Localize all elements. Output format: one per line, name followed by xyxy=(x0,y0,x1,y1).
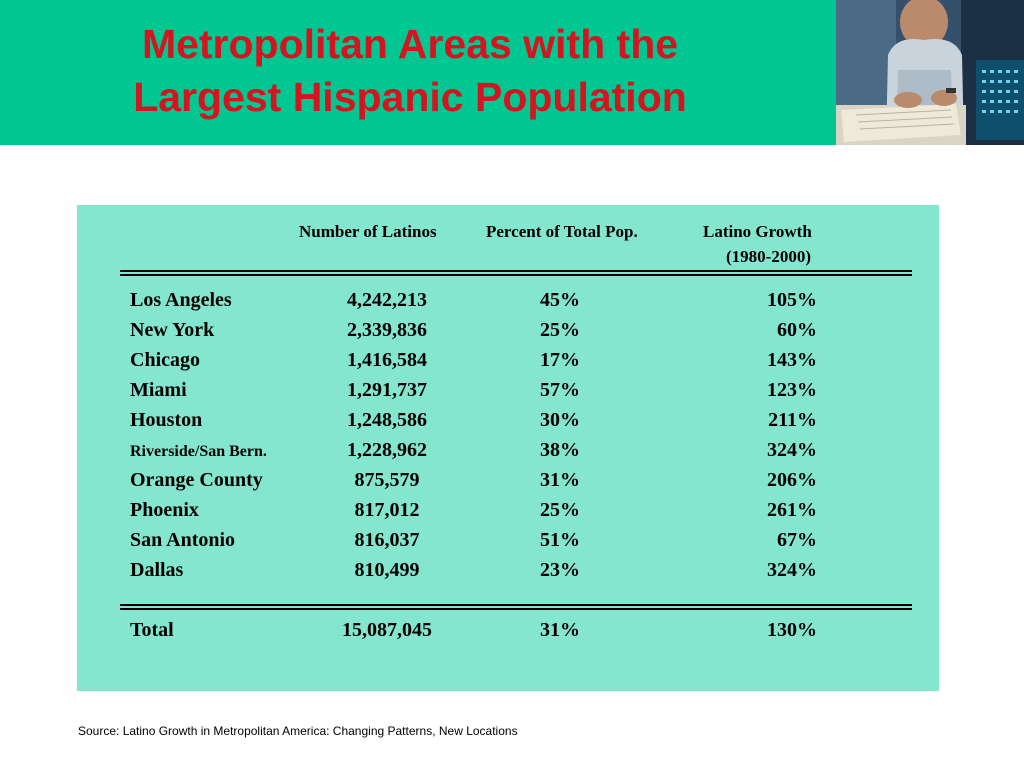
city-name: Los Angeles xyxy=(130,289,232,311)
title-line-2: Largest Hispanic Population xyxy=(133,74,687,120)
latino-count: 4,242,213 xyxy=(347,289,427,311)
city-name: Orange County xyxy=(130,469,263,491)
latino-count: 810,499 xyxy=(354,559,420,581)
percent-of-total: 45% xyxy=(540,289,580,311)
data-table: Number of Latinos Percent of Total Pop. … xyxy=(77,205,939,691)
latino-count: 2,339,836 xyxy=(347,319,427,341)
latino-count: 875,579 xyxy=(354,469,420,491)
city-name: Dallas xyxy=(130,559,184,581)
city-name: Riverside/San Bern. xyxy=(130,443,267,460)
percent-of-total: 23% xyxy=(540,559,580,581)
percent-of-total: 51% xyxy=(540,529,580,551)
percent-of-total: 38% xyxy=(540,439,580,461)
table-row: Miami 1,291,737 57% 123% xyxy=(77,379,939,409)
percent-of-total: 30% xyxy=(540,409,580,431)
latino-growth: 261% xyxy=(767,499,817,521)
header-number-of-latinos: Number of Latinos xyxy=(299,222,437,241)
total-label: Total xyxy=(130,619,174,641)
latino-count: 1,248,586 xyxy=(347,409,427,431)
total-row: Total 15,087,045 31% 130% xyxy=(77,619,939,649)
latino-growth: 211% xyxy=(768,409,817,431)
header-photo xyxy=(836,0,1024,145)
latino-growth: 206% xyxy=(767,469,817,491)
table-row: Los Angeles 4,242,213 45% 105% xyxy=(77,289,939,319)
city-name: Miami xyxy=(130,379,187,401)
source-note: Source: Latino Growth in Metropolitan Am… xyxy=(78,724,518,738)
total-percent: 31% xyxy=(540,619,580,641)
percent-of-total: 25% xyxy=(540,499,580,521)
header-latino-growth: Latino Growth xyxy=(703,222,812,241)
percent-of-total: 57% xyxy=(540,379,580,401)
slide-title: Metropolitan Areas with the Largest Hisp… xyxy=(60,18,760,124)
percent-of-total: 17% xyxy=(540,349,580,371)
header-growth-period: (1980-2000) xyxy=(726,247,811,266)
table-row: Phoenix 817,012 25% 261% xyxy=(77,499,939,529)
table-row: Chicago 1,416,584 17% 143% xyxy=(77,349,939,379)
city-name: New York xyxy=(130,319,215,341)
latino-count: 817,012 xyxy=(354,499,420,521)
table-row: Riverside/San Bern. 1,228,962 38% 324% xyxy=(77,439,939,469)
latino-count: 1,291,737 xyxy=(347,379,427,401)
latino-growth: 105% xyxy=(767,289,817,311)
city-name: Phoenix xyxy=(130,499,199,521)
table-row: Dallas 810,499 23% 324% xyxy=(77,559,939,589)
header-percent-of-total: Percent of Total Pop. xyxy=(486,222,638,241)
table-row: Orange County 875,579 31% 206% xyxy=(77,469,939,499)
latino-growth: 123% xyxy=(767,379,817,401)
table-row: Houston 1,248,586 30% 211% xyxy=(77,409,939,439)
total-growth: 130% xyxy=(767,619,817,641)
latino-growth: 60% xyxy=(777,319,817,341)
latino-count: 816,037 xyxy=(354,529,420,551)
latino-growth: 67% xyxy=(777,529,817,551)
table-row: New York 2,339,836 25% 60% xyxy=(77,319,939,349)
percent-of-total: 31% xyxy=(540,469,580,491)
latino-growth: 324% xyxy=(767,559,817,581)
latino-count: 1,416,584 xyxy=(347,349,427,371)
latino-growth: 324% xyxy=(767,439,817,461)
city-name: Houston xyxy=(130,409,203,431)
city-name: Chicago xyxy=(130,349,200,371)
latino-count: 1,228,962 xyxy=(347,439,427,461)
title-line-1: Metropolitan Areas with the xyxy=(141,21,679,67)
table-row: San Antonio 816,037 51% 67% xyxy=(77,529,939,559)
total-latino-count: 15,087,045 xyxy=(342,619,432,641)
latino-growth: 143% xyxy=(767,349,817,371)
percent-of-total: 25% xyxy=(540,319,580,341)
photo-illustration xyxy=(836,0,1024,145)
city-name: San Antonio xyxy=(130,529,236,551)
